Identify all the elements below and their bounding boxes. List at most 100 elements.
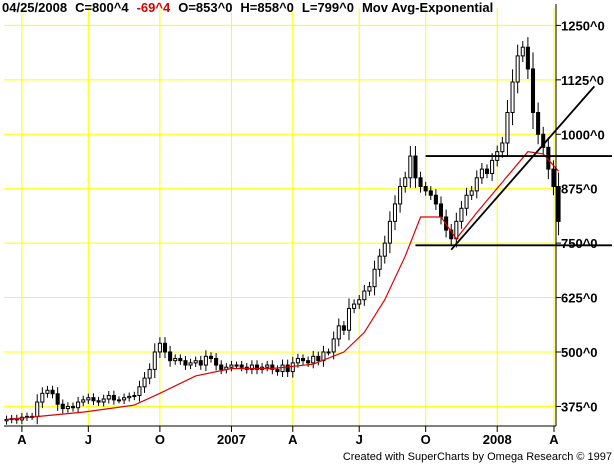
candle [101,394,106,407]
candle [362,284,367,306]
candle [275,365,280,376]
candle [270,360,275,375]
candle [556,172,561,236]
candle [357,294,362,309]
candle [265,360,270,372]
candle [173,354,178,365]
candle [510,69,515,126]
candle [408,146,413,188]
x-tick-label: O [155,432,165,447]
study-name: Mov Avg-Exponential [361,0,494,15]
quote-high: H=858^0 [240,0,294,15]
x-tick-label: O [421,432,431,447]
candle [300,354,306,365]
candle [464,187,469,216]
candle [352,299,357,314]
y-tick-label: 500^0 [561,345,598,360]
candle [403,171,408,193]
y-tick-label: 875^0 [561,182,598,197]
candle [157,337,162,359]
candle [106,390,111,404]
candle [76,396,81,413]
y-tick-label: 1125^0 [561,73,604,88]
candle [162,337,168,359]
quote-low: L=799^0 [301,0,354,15]
candle [433,189,438,211]
candle [122,393,127,405]
ema-line [6,151,560,421]
candle [413,146,418,188]
candles [4,37,561,425]
trendlines [415,85,612,251]
uptrend-line[interactable] [450,85,596,251]
candle [474,170,479,199]
x-tick-label: A [549,432,559,447]
candle [520,41,525,62]
candle [479,163,484,184]
candle [91,393,96,406]
candle [60,399,65,414]
candle [515,44,520,94]
candle [81,395,86,407]
x-tick-label: J [85,432,92,447]
candle [382,235,387,264]
candle [254,360,260,375]
candle [111,390,116,405]
y-tick-label: 1000^0 [561,127,605,142]
x-tick-label: 2007 [217,432,246,447]
quote-close: C=800^4 [75,0,129,15]
candle [331,331,336,360]
candle [418,171,423,193]
candle [505,99,510,156]
x-tick-label: A [17,432,27,447]
candle [249,360,254,375]
y-tick-label: 625^0 [561,291,598,306]
candle [428,186,433,201]
candle [367,281,372,296]
candle [178,354,183,365]
candle [377,248,382,277]
candle [142,372,147,393]
candle [336,318,341,347]
candle [193,356,198,368]
credit-text: Created with SuperCharts by Omega Resear… [342,451,612,463]
candle [423,181,428,196]
candle [147,363,152,385]
ema-layer [6,151,560,421]
candle [45,385,50,398]
candle [387,211,392,254]
candle [536,102,541,145]
candle [285,359,290,378]
candle [127,392,132,402]
candle [372,260,377,296]
candle [183,355,188,370]
candle [4,415,9,425]
candle [132,391,137,401]
candle [398,177,403,213]
quote-header: 04/25/2008 C=800^4 -69^4 O=853^0 H=858^0… [2,0,493,16]
candle [86,393,91,405]
candle [392,195,398,231]
candle [55,387,60,411]
candle [188,358,193,370]
candle [280,359,285,378]
candle [96,396,101,406]
candle [316,351,321,366]
candle [40,387,45,409]
candle [341,321,346,335]
candle [525,37,530,79]
candle [541,126,546,155]
x-tick-label: A [288,432,298,447]
candle [290,356,295,378]
candle [229,360,234,372]
candle [208,352,214,363]
quote-date: 04/25/2008 [2,0,68,15]
candle [65,402,70,413]
candle [137,380,142,402]
quote-open: O=853^0 [178,0,233,15]
axes: A J O 2007 A J O 2008 A 1250^0 1125^0 1000^0 875^0 75… [4,4,605,447]
y-tick-label: 750^0 [561,236,598,251]
